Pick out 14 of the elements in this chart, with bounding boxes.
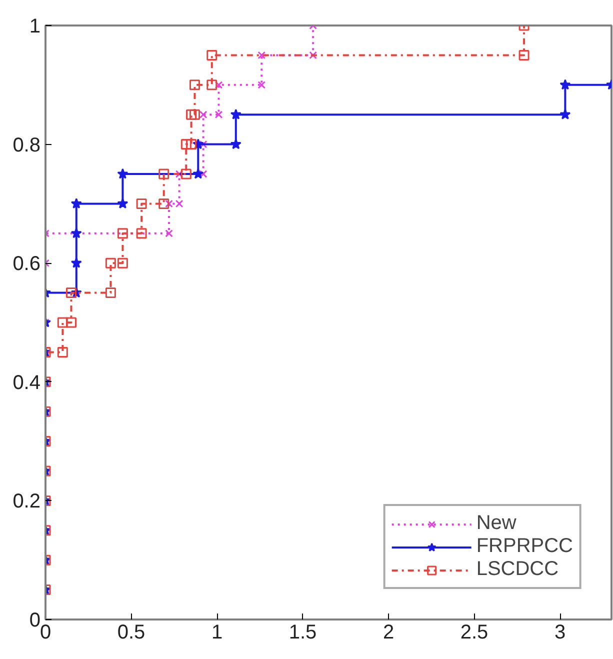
y-tick-label: 0.2 xyxy=(12,490,41,513)
x-tick-label: 1.5 xyxy=(288,622,317,644)
legend-label: New xyxy=(476,512,516,535)
y-tick-label: 0.6 xyxy=(12,253,41,276)
x-tick-label: 2 xyxy=(382,622,394,644)
y-tick-label: 1 xyxy=(29,16,40,38)
x-tick-label: 2.5 xyxy=(460,622,488,644)
y-tick-label: 0.4 xyxy=(12,372,41,394)
legend-label: FRPRPCC xyxy=(476,535,573,558)
x-tick-label: 3 xyxy=(554,622,566,644)
legend-label: LSCDCC xyxy=(476,558,559,581)
y-tick-label: 0.8 xyxy=(12,134,41,156)
x-tick-label: 1 xyxy=(211,622,223,644)
x-tick-label: 0.5 xyxy=(117,622,146,644)
